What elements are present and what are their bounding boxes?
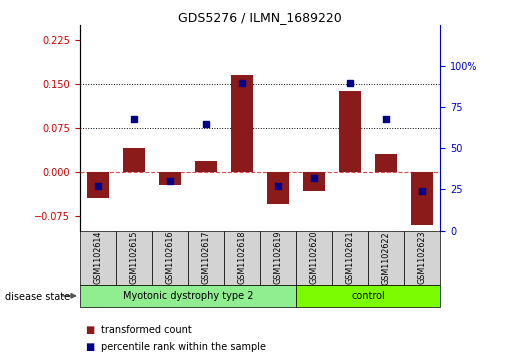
Title: GDS5276 / ILMN_1689220: GDS5276 / ILMN_1689220 xyxy=(178,11,342,24)
Bar xyxy=(123,148,145,172)
Point xyxy=(274,183,282,189)
Text: GSM1102622: GSM1102622 xyxy=(382,231,391,285)
Bar xyxy=(296,231,332,285)
Bar xyxy=(368,231,404,285)
Bar xyxy=(404,231,440,285)
Point xyxy=(202,121,210,127)
Bar xyxy=(267,172,289,204)
Bar xyxy=(195,162,217,172)
Bar xyxy=(87,172,109,198)
Text: GSM1102614: GSM1102614 xyxy=(93,231,102,285)
Text: GSM1102617: GSM1102617 xyxy=(201,231,211,285)
Bar xyxy=(188,231,224,285)
Text: GSM1102618: GSM1102618 xyxy=(237,231,247,285)
Text: control: control xyxy=(351,291,385,301)
Text: GSM1102621: GSM1102621 xyxy=(346,231,355,285)
Text: GSM1102620: GSM1102620 xyxy=(310,231,319,285)
Text: transformed count: transformed count xyxy=(101,325,192,335)
Bar xyxy=(80,231,116,285)
Point xyxy=(310,175,318,181)
Bar xyxy=(152,231,188,285)
Bar xyxy=(339,91,361,172)
Text: percentile rank within the sample: percentile rank within the sample xyxy=(101,342,266,352)
Text: GSM1102616: GSM1102616 xyxy=(165,231,175,285)
Point xyxy=(166,178,174,184)
Point xyxy=(130,116,138,122)
Bar xyxy=(224,231,260,285)
Point xyxy=(94,183,102,189)
Bar xyxy=(296,285,440,307)
Text: GSM1102615: GSM1102615 xyxy=(129,231,139,285)
Text: ■: ■ xyxy=(85,342,94,352)
Text: disease state: disease state xyxy=(5,292,70,302)
Text: Myotonic dystrophy type 2: Myotonic dystrophy type 2 xyxy=(123,291,253,301)
Bar xyxy=(375,154,397,172)
Text: GSM1102623: GSM1102623 xyxy=(418,231,427,285)
Bar xyxy=(116,231,152,285)
Point xyxy=(346,80,354,86)
Bar xyxy=(411,172,433,225)
Bar xyxy=(303,172,325,191)
Point xyxy=(418,188,426,194)
Bar xyxy=(159,172,181,185)
Bar xyxy=(260,231,296,285)
Text: ■: ■ xyxy=(85,325,94,335)
Bar xyxy=(332,231,368,285)
Point xyxy=(238,80,246,86)
Text: GSM1102619: GSM1102619 xyxy=(273,231,283,285)
Point xyxy=(382,116,390,122)
Bar xyxy=(80,285,296,307)
Bar xyxy=(231,75,253,172)
